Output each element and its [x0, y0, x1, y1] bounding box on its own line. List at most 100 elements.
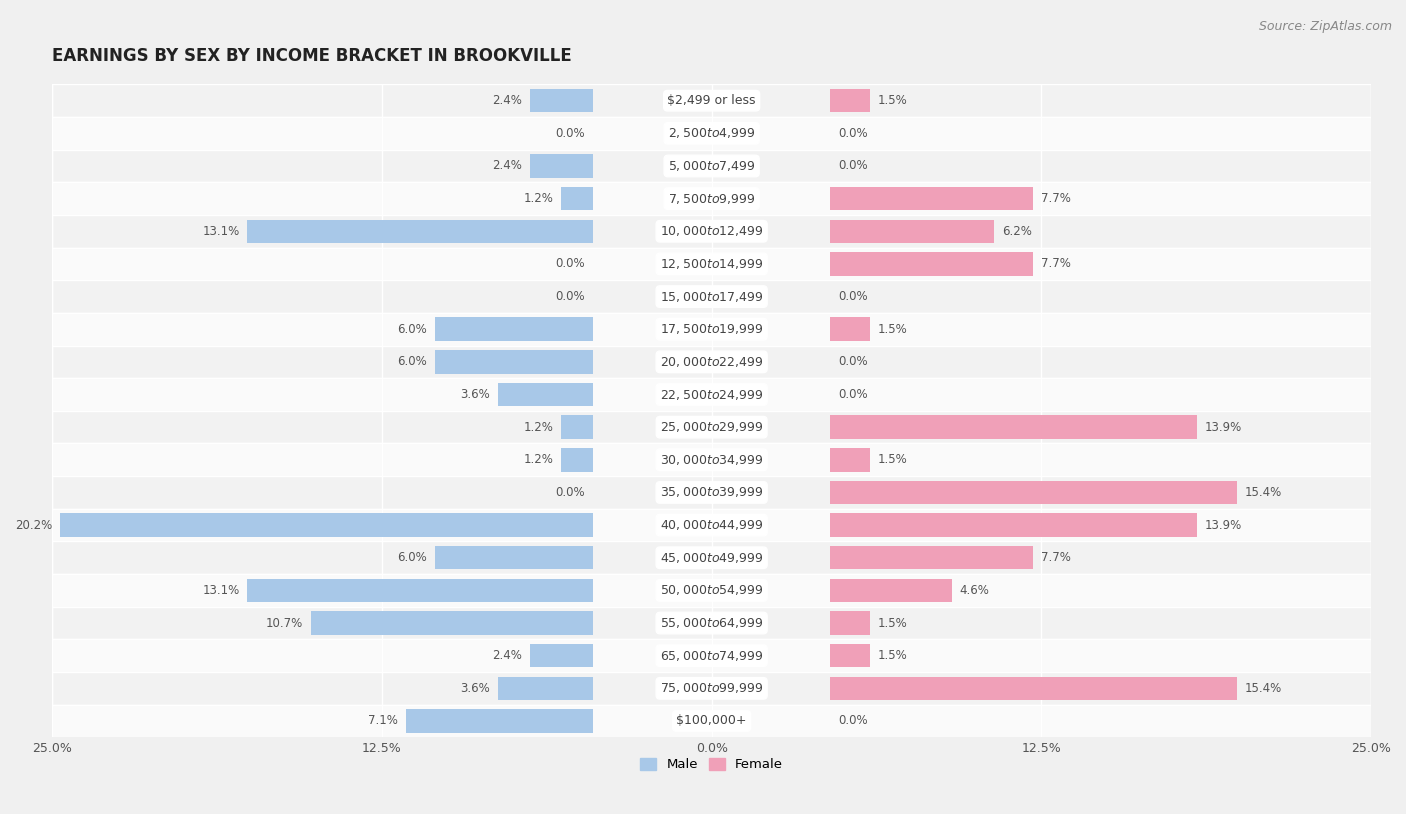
- Bar: [52, 280, 1371, 313]
- Text: $15,000 to $17,499: $15,000 to $17,499: [659, 290, 763, 304]
- Text: 0.0%: 0.0%: [838, 160, 868, 173]
- Bar: [247, 220, 593, 243]
- Text: $55,000 to $64,999: $55,000 to $64,999: [659, 616, 763, 630]
- Text: 20.2%: 20.2%: [15, 519, 52, 532]
- Bar: [52, 705, 1371, 737]
- Text: $22,500 to $24,999: $22,500 to $24,999: [659, 387, 763, 401]
- Text: 10.7%: 10.7%: [266, 616, 302, 629]
- Text: 6.0%: 6.0%: [396, 322, 427, 335]
- Text: 1.2%: 1.2%: [523, 192, 554, 205]
- Bar: [52, 117, 1371, 150]
- Bar: [831, 252, 1033, 276]
- Bar: [831, 514, 1197, 537]
- Bar: [831, 187, 1033, 210]
- Bar: [831, 579, 952, 602]
- Bar: [831, 644, 870, 667]
- Bar: [831, 611, 870, 635]
- Bar: [52, 85, 1371, 117]
- Bar: [831, 220, 994, 243]
- Bar: [831, 481, 1236, 504]
- Bar: [831, 546, 1033, 570]
- Bar: [530, 154, 593, 177]
- Bar: [52, 411, 1371, 444]
- Bar: [52, 444, 1371, 476]
- Text: 0.0%: 0.0%: [555, 127, 585, 140]
- Bar: [498, 676, 593, 700]
- Bar: [831, 676, 1236, 700]
- Text: $17,500 to $19,999: $17,500 to $19,999: [659, 322, 763, 336]
- Bar: [530, 644, 593, 667]
- Text: 0.0%: 0.0%: [838, 715, 868, 728]
- Text: 7.7%: 7.7%: [1042, 192, 1071, 205]
- Bar: [247, 579, 593, 602]
- Text: 3.6%: 3.6%: [460, 682, 491, 695]
- Bar: [52, 379, 1371, 411]
- Text: 1.5%: 1.5%: [877, 94, 908, 107]
- Bar: [52, 313, 1371, 345]
- Bar: [561, 448, 593, 471]
- Bar: [406, 709, 593, 733]
- Text: $35,000 to $39,999: $35,000 to $39,999: [659, 485, 763, 500]
- Text: 6.0%: 6.0%: [396, 551, 427, 564]
- Bar: [52, 639, 1371, 672]
- Bar: [52, 247, 1371, 280]
- Bar: [311, 611, 593, 635]
- Text: 2.4%: 2.4%: [492, 94, 522, 107]
- Text: $50,000 to $54,999: $50,000 to $54,999: [659, 584, 763, 597]
- Text: $12,500 to $14,999: $12,500 to $14,999: [659, 257, 763, 271]
- Text: $30,000 to $34,999: $30,000 to $34,999: [659, 453, 763, 466]
- Bar: [434, 317, 593, 341]
- Bar: [530, 89, 593, 112]
- Text: 0.0%: 0.0%: [838, 290, 868, 303]
- Text: 13.1%: 13.1%: [202, 584, 239, 597]
- Text: EARNINGS BY SEX BY INCOME BRACKET IN BROOKVILLE: EARNINGS BY SEX BY INCOME BRACKET IN BRO…: [52, 46, 572, 65]
- Text: 1.2%: 1.2%: [523, 421, 554, 434]
- Text: 2.4%: 2.4%: [492, 160, 522, 173]
- Text: 0.0%: 0.0%: [838, 127, 868, 140]
- Legend: Male, Female: Male, Female: [636, 752, 789, 777]
- Text: 0.0%: 0.0%: [838, 388, 868, 401]
- Text: 13.9%: 13.9%: [1205, 421, 1241, 434]
- Bar: [52, 574, 1371, 606]
- Text: $25,000 to $29,999: $25,000 to $29,999: [659, 420, 763, 434]
- Text: 3.6%: 3.6%: [460, 388, 491, 401]
- Text: 7.7%: 7.7%: [1042, 257, 1071, 270]
- Bar: [498, 383, 593, 406]
- Text: 1.5%: 1.5%: [877, 616, 908, 629]
- Text: $75,000 to $99,999: $75,000 to $99,999: [659, 681, 763, 695]
- Text: $45,000 to $49,999: $45,000 to $49,999: [659, 551, 763, 565]
- Text: $7,500 to $9,999: $7,500 to $9,999: [668, 191, 755, 206]
- Text: Source: ZipAtlas.com: Source: ZipAtlas.com: [1258, 20, 1392, 33]
- Bar: [52, 509, 1371, 541]
- Bar: [434, 546, 593, 570]
- Text: 13.9%: 13.9%: [1205, 519, 1241, 532]
- Text: 1.2%: 1.2%: [523, 453, 554, 466]
- Bar: [434, 350, 593, 374]
- Text: 15.4%: 15.4%: [1244, 682, 1282, 695]
- Bar: [831, 317, 870, 341]
- Text: $2,499 or less: $2,499 or less: [668, 94, 756, 107]
- Bar: [831, 415, 1197, 439]
- Bar: [52, 606, 1371, 639]
- Bar: [52, 215, 1371, 247]
- Text: $40,000 to $44,999: $40,000 to $44,999: [659, 518, 763, 532]
- Bar: [831, 448, 870, 471]
- Bar: [52, 150, 1371, 182]
- Bar: [831, 89, 870, 112]
- Text: 13.1%: 13.1%: [202, 225, 239, 238]
- Text: 15.4%: 15.4%: [1244, 486, 1282, 499]
- Text: 7.1%: 7.1%: [368, 715, 398, 728]
- Text: $5,000 to $7,499: $5,000 to $7,499: [668, 159, 755, 173]
- Text: 0.0%: 0.0%: [555, 486, 585, 499]
- Bar: [52, 345, 1371, 379]
- Text: 1.5%: 1.5%: [877, 322, 908, 335]
- Text: 0.0%: 0.0%: [838, 356, 868, 369]
- Bar: [561, 187, 593, 210]
- Text: $2,500 to $4,999: $2,500 to $4,999: [668, 126, 755, 140]
- Bar: [52, 476, 1371, 509]
- Text: 4.6%: 4.6%: [959, 584, 990, 597]
- Bar: [52, 541, 1371, 574]
- Text: 6.0%: 6.0%: [396, 356, 427, 369]
- Text: 0.0%: 0.0%: [555, 290, 585, 303]
- Bar: [561, 415, 593, 439]
